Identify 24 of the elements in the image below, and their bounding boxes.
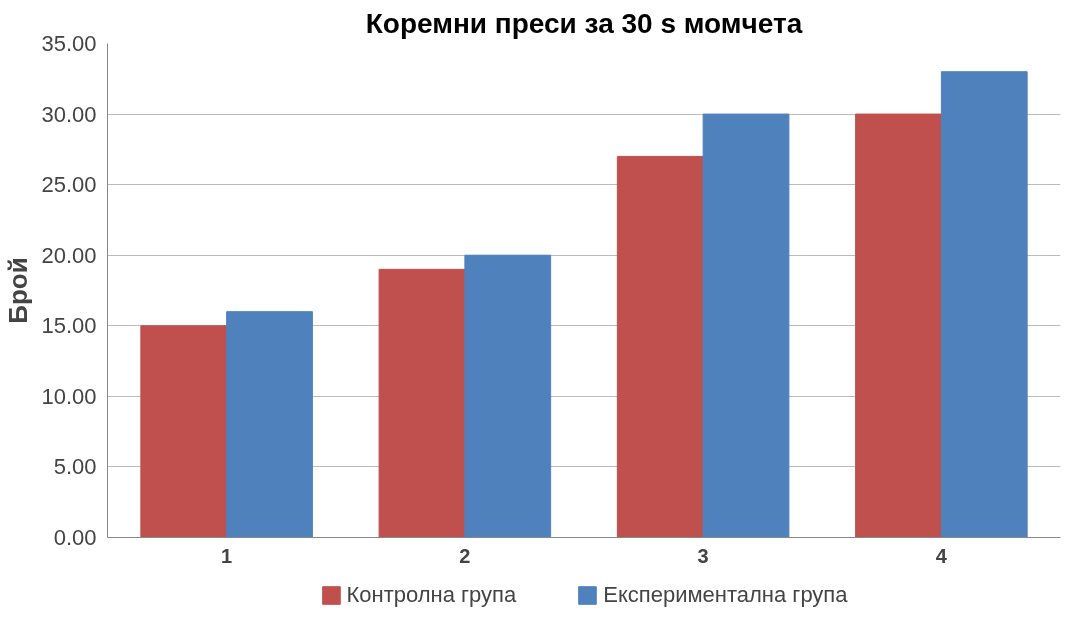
bar xyxy=(226,311,313,538)
y-tick-label: 30.00 xyxy=(41,101,97,127)
bar xyxy=(378,268,466,538)
x-tick-label: 2 xyxy=(459,544,471,567)
chart-title: Коремни преси за 30 s момчета xyxy=(365,7,803,39)
bar xyxy=(616,155,704,538)
y-tick-label: 10.00 xyxy=(41,383,97,409)
bar xyxy=(140,325,228,538)
x-tick-label: 3 xyxy=(697,544,709,567)
y-tick-label: 15.00 xyxy=(41,313,97,339)
x-tick-label: 4 xyxy=(935,544,948,567)
y-tick-label: 5.00 xyxy=(53,454,97,480)
y-tick-label: 25.00 xyxy=(41,172,97,198)
y-axis-title: Брой xyxy=(3,257,34,324)
legend-label: Експериментална група xyxy=(603,582,848,608)
bar xyxy=(702,113,790,538)
bar xyxy=(464,254,552,538)
bar xyxy=(855,113,942,538)
y-tick-label: 20.00 xyxy=(41,242,97,268)
legend-label: Контролна група xyxy=(346,582,517,608)
x-tick-label: 1 xyxy=(221,544,233,567)
y-tick-label: 35.00 xyxy=(41,31,97,56)
y-tick-label: 0.00 xyxy=(53,525,97,550)
bar xyxy=(940,71,1028,538)
